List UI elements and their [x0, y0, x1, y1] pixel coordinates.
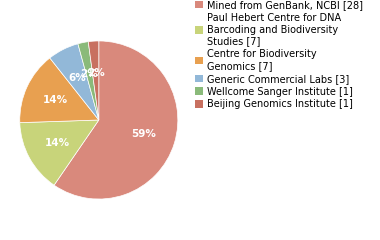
Text: 14%: 14% [43, 95, 68, 105]
Wedge shape [20, 120, 99, 185]
Wedge shape [78, 42, 99, 120]
Wedge shape [50, 44, 99, 120]
Text: 2%: 2% [87, 68, 104, 78]
Wedge shape [88, 41, 99, 120]
Wedge shape [20, 58, 99, 123]
Text: 14%: 14% [44, 138, 70, 148]
Text: 2%: 2% [81, 69, 98, 78]
Text: 6%: 6% [68, 73, 86, 83]
Wedge shape [54, 41, 178, 199]
Legend: Mined from GenBank, NCBI [28], Paul Hebert Centre for DNA
Barcoding and Biodiver: Mined from GenBank, NCBI [28], Paul Hebe… [195, 0, 363, 109]
Text: 59%: 59% [131, 129, 157, 139]
